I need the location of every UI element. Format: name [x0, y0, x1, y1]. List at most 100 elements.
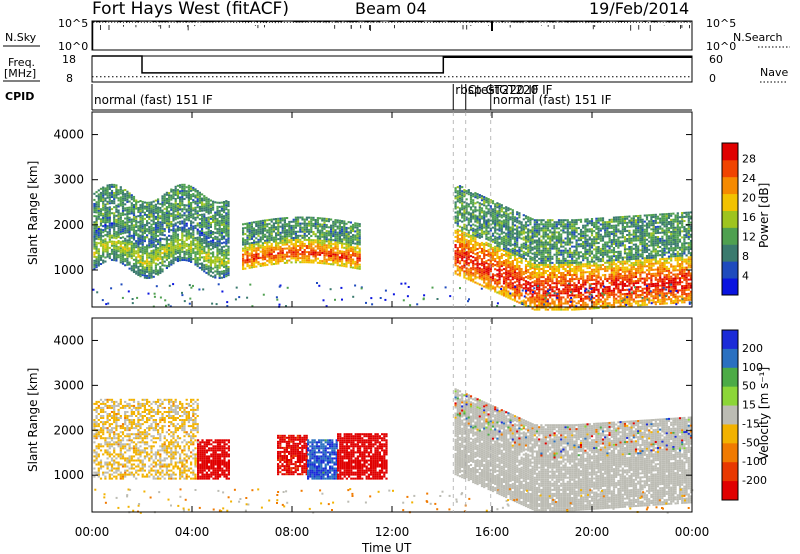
heatmap-cell [551, 300, 554, 303]
heatmap-cell [498, 221, 501, 224]
heatmap-cell [518, 220, 521, 223]
heatmap-cell [582, 253, 585, 256]
heatmap-cell [212, 239, 215, 242]
heatmap-cell [535, 308, 539, 311]
heatmap-cell [183, 198, 186, 201]
heatmap-cell [128, 243, 131, 246]
heatmap-cell [472, 199, 475, 202]
heatmap-cell [146, 256, 149, 259]
heatmap-cell [168, 214, 171, 217]
heatmap-cell [198, 226, 201, 229]
heatmap-cell [529, 276, 532, 279]
heatmap-cell [290, 247, 293, 250]
heatmap-cell [225, 261, 228, 264]
heatmap-cell [540, 274, 543, 277]
heatmap-cell [266, 225, 269, 228]
heatmap-cell [299, 253, 302, 256]
heatmap-cell [201, 248, 204, 251]
heatmap-cell [502, 294, 506, 297]
heatmap-cell [130, 228, 133, 231]
heatmap-cell [551, 274, 554, 277]
heatmap-cell [179, 186, 182, 189]
heatmap-cell [461, 267, 464, 270]
heatmap-cell [113, 232, 116, 235]
heatmap-cell [345, 230, 348, 233]
heatmap-cell [159, 272, 162, 275]
heatmap-cell [564, 237, 567, 240]
heatmap-cell [139, 200, 142, 203]
heatmap-cell [349, 250, 352, 253]
heatmap-cell [321, 241, 324, 244]
heatmap-cell [518, 222, 521, 225]
heatmap-cell [325, 262, 328, 265]
heatmap-cell [511, 270, 514, 273]
heatmap-cell [259, 240, 262, 243]
heatmap-cell [347, 243, 350, 246]
heatmap-cell [469, 242, 473, 245]
heatmap-cell [338, 219, 341, 222]
heatmap-cell [485, 254, 488, 257]
heatmap-cell [225, 224, 228, 227]
heatmap-cell [203, 221, 206, 224]
heatmap-cell [467, 276, 470, 279]
heatmap-cell [575, 271, 578, 274]
heatmap-cell [157, 206, 160, 209]
heatmap-cell [562, 272, 565, 275]
heatmap-cell [174, 236, 177, 239]
heatmap-cell [303, 222, 306, 225]
heatmap-cell [154, 209, 157, 212]
heatmap-cell [538, 233, 541, 236]
heatmap-cell [502, 282, 506, 285]
heatmap-cell [480, 229, 484, 232]
heatmap-cell [327, 230, 330, 233]
heatmap-cell [518, 216, 521, 219]
heatmap-cell [201, 240, 204, 243]
heatmap-cell [544, 261, 547, 264]
heatmap-cell [573, 249, 576, 252]
heatmap-cell [128, 247, 131, 250]
heatmap-cell [465, 238, 468, 241]
heatmap-cell [176, 241, 179, 244]
heatmap-cell [575, 259, 578, 262]
heatmap-cell [349, 229, 352, 232]
heatmap-cell [110, 242, 114, 245]
heatmap-cell [168, 230, 171, 233]
heatmap-cell [163, 213, 166, 216]
heatmap-cell [356, 243, 359, 246]
heatmap-cell [139, 206, 142, 209]
heatmap-cell [332, 233, 335, 236]
heatmap-cell [472, 256, 475, 259]
heatmap-cell [546, 241, 550, 244]
heatmap-cell [316, 235, 319, 238]
heatmap-cell [270, 253, 273, 256]
heatmap-cell [527, 252, 530, 255]
heatmap-cell [288, 231, 291, 234]
heatmap-cell [341, 246, 344, 249]
heatmap-cell [152, 245, 155, 248]
heatmap-cell [95, 191, 98, 194]
heatmap-cell [494, 231, 497, 234]
heatmap-cell [454, 191, 457, 194]
heatmap-cell [513, 265, 517, 268]
heatmap-cell [209, 205, 212, 208]
heatmap-cell [176, 213, 179, 216]
heatmap-cell [467, 223, 470, 226]
heatmap-cell [577, 253, 580, 256]
heatmap-cell [207, 236, 210, 239]
heatmap-cell [343, 242, 346, 245]
heatmap-cell [341, 250, 344, 253]
heatmap-cell [225, 232, 228, 235]
heatmap-cell [546, 265, 550, 268]
heatmap-cell [218, 216, 221, 219]
heatmap-cell [179, 255, 182, 258]
heatmap-cell [480, 270, 484, 273]
heatmap-cell [516, 290, 519, 293]
heatmap-cell [358, 243, 361, 246]
heatmap-cell [579, 235, 583, 238]
heatmap-cell [579, 277, 583, 280]
heatmap-cell [531, 299, 534, 302]
heatmap-cell [220, 276, 223, 279]
heatmap-cell [347, 221, 350, 224]
heatmap-cell [540, 268, 543, 271]
heatmap-cell [478, 206, 481, 209]
